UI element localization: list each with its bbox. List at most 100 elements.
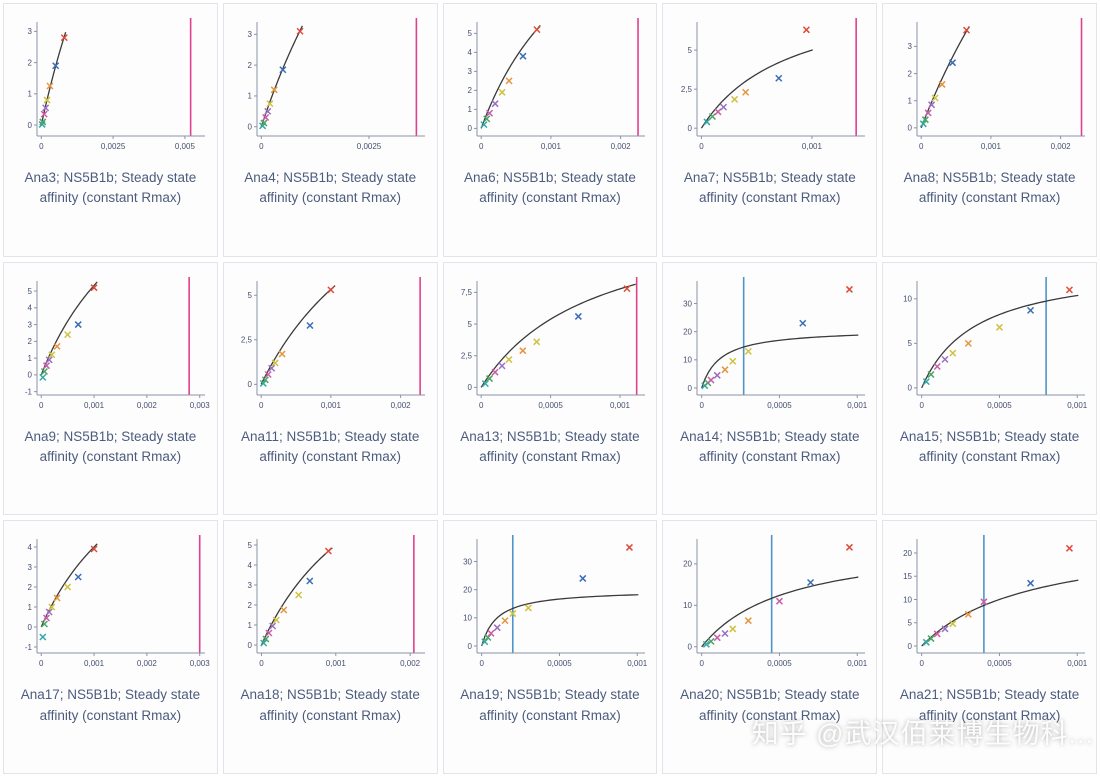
y-tick-label: 10 — [903, 596, 912, 605]
chart-ana6: 0 0,001 0,002 0 1 2 3 4 5 — [468, 18, 645, 151]
x-tick-label: 0,002 — [391, 401, 412, 410]
data-point — [845, 285, 853, 293]
chart-caption: Ana3; NS5B1b; Steady state affinity (con… — [24, 170, 197, 206]
panel-ana4[interactable]: 0 0,0025 0 1 2 3 Ana4; NS5B1b; Steady state af… — [222, 3, 438, 257]
panel-ana8[interactable]: 0 0,001 0,002 0 1 2 3 Ana8; NS5B1b; Steady stat… — [882, 3, 1097, 257]
chart-caption: Ana17; NS5B1b; Steady state affinity (co… — [20, 687, 201, 723]
chart-caption: Ana13; NS5B1b; Steady state affinity (co… — [460, 428, 640, 464]
data-point — [730, 95, 738, 103]
data-point — [919, 120, 927, 128]
y-tick-label: 30 — [463, 558, 472, 567]
data-point — [262, 375, 270, 384]
data-point — [42, 104, 50, 112]
chart-caption: Ana4; NS5B1b; Steady state affinity (con… — [244, 170, 417, 206]
data-point — [713, 634, 721, 642]
panel-ana11[interactable]: 0 0,001 0,002 0 2,5 5 Ana11; NS5B1b; Steady st… — [222, 261, 438, 516]
fit-curve — [700, 576, 859, 648]
data-point — [948, 620, 956, 628]
x-tick-label: 0,002 — [611, 142, 632, 151]
y-tick-label: 2 — [28, 58, 33, 67]
x-tick-label: 0,001 — [84, 401, 105, 410]
panel-ana19[interactable]: 0 0,0005 0,001 0 10 20 30 Ana19; NS5B1b; Steady… — [442, 520, 658, 774]
x-tick-label: 0,001 — [541, 142, 562, 151]
x-tick-label: 0 — [699, 142, 704, 151]
data-point — [262, 635, 270, 643]
data-point — [484, 634, 492, 642]
data-point — [933, 630, 941, 638]
data-point — [264, 107, 272, 115]
data-point — [75, 320, 83, 328]
data-point — [46, 608, 54, 616]
data-point — [41, 110, 49, 118]
data-point — [941, 355, 949, 363]
data-point — [486, 109, 494, 117]
y-tick-label: 1 — [907, 97, 912, 106]
y-tick-label: 4 — [28, 543, 33, 552]
y-tick-label: 10 — [463, 614, 472, 623]
data-point — [524, 604, 532, 612]
data-point — [280, 606, 288, 614]
panel-ana14[interactable]: 0 0,0005 0,001 0 10 20 30 Ana14; NS5B1b; Steady… — [662, 261, 878, 516]
data-point — [260, 639, 268, 647]
data-point — [579, 575, 587, 583]
y-tick-label: 5 — [468, 29, 473, 38]
y-tick-label: 0 — [248, 380, 253, 389]
x-tick-label: 0 — [259, 401, 264, 410]
chart-ana4: 0 0,0025 0 1 2 3 — [248, 18, 426, 151]
data-point — [491, 368, 499, 376]
data-point — [729, 625, 737, 633]
data-point — [707, 638, 715, 646]
x-tick-label: 0 — [479, 142, 484, 151]
chart-ana18: 0 0,001 0,002 0 1 2 3 4 5 — [248, 535, 426, 668]
y-tick-label: 0 — [248, 641, 253, 650]
panel-ana6[interactable]: 0 0,001 0,002 0 1 2 3 4 5 Ana6; NS5B1b; Steady st… — [442, 3, 658, 257]
y-tick-label: 0 — [248, 123, 253, 132]
panel-ana21[interactable]: 0 0,0005 0,001 0 5 10 15 20 Ana21; NS5B1b; Stead… — [882, 520, 1097, 774]
y-tick-label: 2 — [248, 61, 253, 70]
chart-caption: Ana19; NS5B1b; Steady state affinity (co… — [460, 687, 640, 723]
panel-ana13[interactable]: 0 0,0005 0,001 0 2,5 5 7,5 Ana13; NS5B1b; Stead… — [442, 261, 658, 516]
y-tick-label: 0 — [907, 642, 912, 651]
data-point — [295, 591, 303, 599]
data-point — [46, 82, 54, 90]
y-tick-label: 2 — [907, 69, 912, 78]
x-tick-label: 0 — [699, 401, 704, 410]
panel-ana20[interactable]: 0 0,0005 0,001 0 10 20 Ana20; NS5B1b; Steady s… — [662, 520, 878, 774]
y-tick-label: 4 — [248, 561, 253, 570]
x-tick-label: 0,0025 — [101, 142, 126, 151]
data-point — [623, 284, 631, 292]
x-tick-label: 0,001 — [326, 659, 347, 668]
data-point — [741, 88, 749, 96]
x-tick-label: 0,002 — [137, 659, 158, 668]
y-tick-label: 10 — [903, 294, 912, 303]
panel-ana18[interactable]: 0 0,001 0,002 0 1 2 3 4 5 Ana18; NS5B1b; Steady s… — [222, 520, 438, 774]
data-point — [498, 88, 506, 96]
panel-ana7[interactable]: 0 0,001 0 2,5 5 Ana7; NS5B1b; Steady state af… — [662, 3, 878, 257]
data-point — [941, 625, 949, 633]
chart-ana8: 0 0,001 0,002 0 1 2 3 — [907, 18, 1085, 151]
data-point — [625, 544, 633, 552]
y-tick-label: -1 — [25, 387, 33, 396]
panel-ana9[interactable]: 0 0,001 0,002 0,003 -1 0 1 2 3 4 5 Ana9; NS5B1b; St… — [3, 261, 218, 516]
panel-ana3[interactable]: 0 0,0025 0,005 0 1 2 3 Ana3; NS5B1b; Steady sta… — [3, 3, 218, 257]
data-point — [483, 115, 491, 123]
chart-caption: Ana9; NS5B1b; Steady state affinity (con… — [24, 428, 197, 464]
data-point — [519, 52, 527, 60]
y-tick-label: 2 — [28, 583, 33, 592]
data-point — [962, 26, 970, 34]
data-point — [964, 611, 972, 619]
data-point — [480, 121, 488, 129]
y-tick-label: 5 — [248, 541, 253, 550]
data-point — [708, 112, 716, 121]
data-point — [948, 59, 956, 67]
data-point — [262, 113, 270, 122]
data-point — [325, 547, 333, 555]
data-point — [491, 100, 499, 108]
y-tick-label: 0 — [28, 623, 33, 632]
panel-ana15[interactable]: 0 0,0005 0,001 0 5 10 Ana15; NS5B1b; Steady st… — [882, 261, 1097, 516]
data-point — [296, 27, 304, 35]
panel-ana17[interactable]: 0 0,001 0,002 0,003 -1 0 1 2 3 4 Ana17; NS5B1b; St… — [3, 520, 218, 774]
y-tick-label: 0 — [687, 383, 692, 392]
y-tick-label: 1 — [28, 603, 33, 612]
fit-curve — [700, 334, 859, 388]
